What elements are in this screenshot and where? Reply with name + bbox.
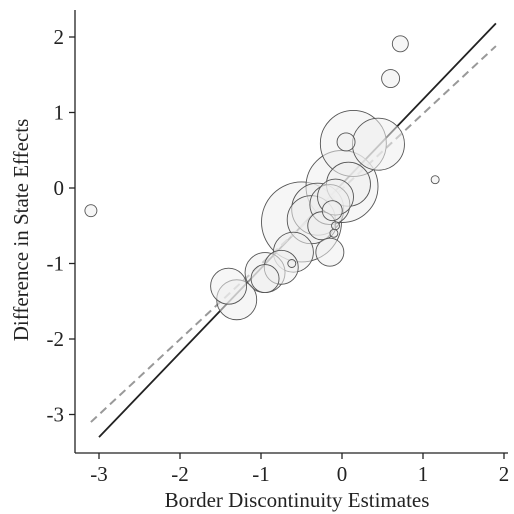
data-point: [336, 132, 356, 152]
data-point: [210, 267, 248, 305]
x-tick-label: 2: [499, 462, 510, 486]
x-tick-label: -3: [90, 462, 108, 486]
data-point: [381, 69, 401, 88]
axes: [74, 10, 508, 454]
y-axis-ticks: -3 -2 -1 0 1 2: [47, 25, 75, 427]
data-point: [315, 237, 345, 267]
data-point: [84, 204, 98, 218]
data-point: [329, 228, 339, 238]
y-tick-label: 2: [54, 25, 65, 49]
x-axis-ticks: -3 -2 -1 0 1 2: [90, 453, 509, 486]
data-point: [331, 221, 340, 231]
data-point: [391, 35, 409, 53]
data-point: [352, 117, 405, 171]
bubbles: [84, 35, 440, 321]
y-tick-label: -3: [47, 403, 65, 427]
data-point: [287, 259, 297, 268]
x-tick-label: 0: [337, 462, 348, 486]
y-tick-label: -1: [47, 252, 65, 276]
y-tick-label: -2: [47, 327, 65, 351]
data-point: [250, 264, 280, 294]
data-point: [430, 175, 440, 185]
y-tick-label: 0: [54, 176, 65, 200]
x-tick-label: -2: [171, 462, 189, 486]
y-axis-title: Difference in State Effects: [9, 119, 33, 342]
x-tick-label: 1: [418, 462, 429, 486]
data-point: [321, 200, 343, 222]
y-tick-label: 1: [54, 101, 65, 125]
x-axis-title: Border Discontinuity Estimates: [165, 488, 430, 512]
x-tick-label: -1: [252, 462, 270, 486]
